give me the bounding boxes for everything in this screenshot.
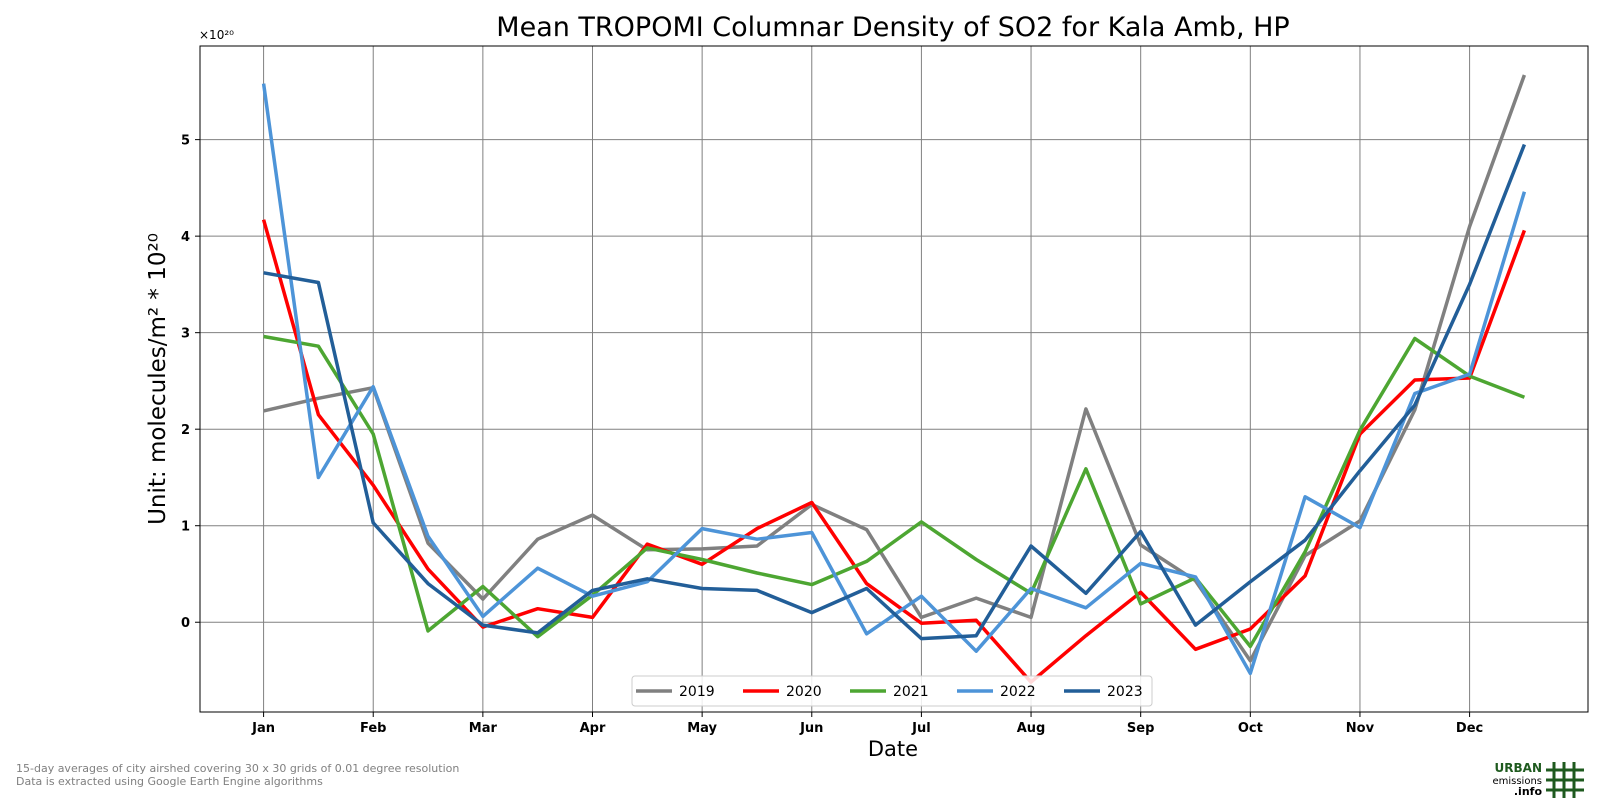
logo-text-2: emissions (1492, 776, 1542, 787)
y-offset-label: ×10²⁰ (199, 28, 234, 42)
x-tick-label: Dec (1456, 721, 1483, 736)
legend-label-2020: 2020 (786, 684, 822, 700)
y-tick-label: 0 (181, 616, 190, 631)
legend: 2019 2020 2021 2022 2023 (631, 675, 1153, 707)
y-tick-label: 2 (181, 423, 190, 438)
y-tick-label: 5 (181, 134, 190, 149)
legend-label-2019: 2019 (679, 684, 715, 700)
x-tick-label: Aug (1017, 721, 1046, 736)
legend-box (631, 675, 1153, 707)
series-line-2023 (263, 143, 1527, 641)
series-lines (261, 74, 1527, 684)
x-tick-label: Jul (911, 721, 931, 736)
x-tick-label: Nov (1346, 721, 1375, 736)
footnote-line-1: 15-day averages of city airshed covering… (16, 762, 460, 775)
y-tick-label: 3 (181, 327, 190, 342)
logo-grid-icon (1546, 762, 1584, 798)
x-tick-label: Jun (799, 721, 823, 736)
series-line-2021 (263, 334, 1526, 649)
y-tick-label: 1 (181, 520, 190, 535)
x-tick-label: Jan (251, 721, 275, 736)
series-line-2022 (261, 83, 1527, 676)
x-axis-ticks: Jan Feb Mar Apr May Jun Jul Aug Sep Oct Nov Dec (251, 712, 1483, 736)
x-tick-label: Apr (580, 721, 606, 736)
x-axis-label: Date (868, 737, 918, 761)
logo-text-3: .info (1514, 785, 1543, 798)
legend-label-2023: 2023 (1107, 684, 1143, 700)
x-tick-label: Feb (360, 721, 386, 736)
y-tick-label: 4 (181, 230, 190, 245)
x-tick-label: Sep (1127, 721, 1155, 736)
footnote-line-2: Data is extracted using Google Earth Eng… (16, 775, 323, 788)
y-axis-ticks: 0 1 2 3 4 5 (181, 134, 200, 631)
logo-text-1: URBAN (1495, 761, 1542, 775)
legend-label-2021: 2021 (893, 684, 929, 700)
y-axis-label: Unit: molecules/m² * 10²⁰ (145, 233, 171, 525)
chart-title: Mean TROPOMI Columnar Density of SO2 for… (496, 12, 1289, 43)
urban-emissions-logo: URBAN emissions .info (1492, 761, 1584, 798)
x-tick-label: Oct (1238, 721, 1263, 736)
x-tick-label: Mar (469, 721, 498, 736)
plot-frame (199, 45, 1589, 713)
x-tick-label: May (687, 721, 717, 736)
legend-label-2022: 2022 (1000, 684, 1036, 700)
